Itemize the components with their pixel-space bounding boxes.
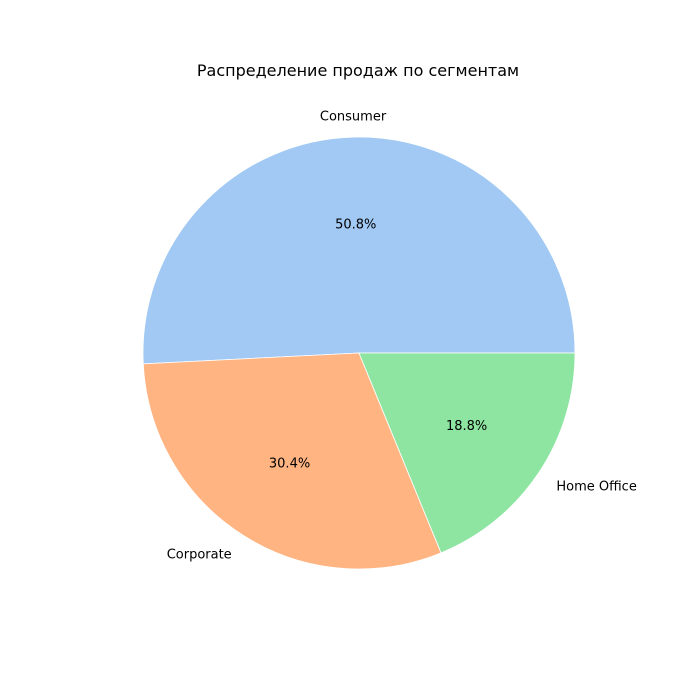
pie-category-label-home-office: Home Office [556, 479, 636, 494]
chart-title: Распределение продаж по сегментам [197, 61, 519, 80]
pie-slice-home-office [358, 352, 576, 554]
pie-category-label-corporate: Corporate [167, 548, 232, 563]
pie-value-label-consumer: 50.8% [335, 217, 376, 232]
pie-slice-corporate [142, 352, 442, 570]
pie-value-label-home-office: 18.8% [446, 419, 487, 434]
pie-slices [142, 136, 576, 570]
pie-labels: 50.8% Consumer 30.4% Corporate 18.8% Home Off… [167, 109, 637, 562]
pie-value-label-corporate: 30.4% [269, 456, 310, 471]
pie-slice-consumer [142, 136, 576, 365]
pie-category-label-consumer: Consumer [320, 109, 387, 124]
